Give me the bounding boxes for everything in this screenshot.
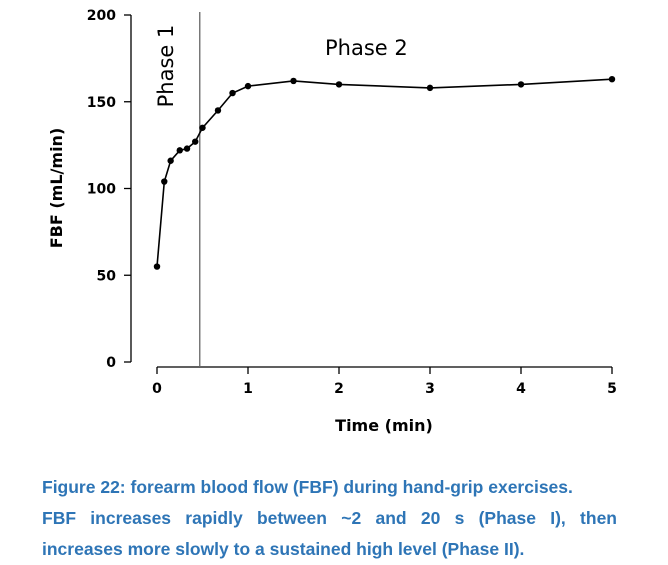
y-axis-label: FBF (mL/min) — [47, 128, 66, 249]
data-point — [608, 75, 616, 83]
x-tick-label: 3 — [425, 381, 435, 397]
x-axis-ticks: 0 1 2 3 4 5 — [152, 367, 617, 397]
data-point — [192, 138, 199, 145]
y-tick-label: 0 — [106, 355, 116, 371]
data-point — [244, 82, 252, 90]
data-point — [183, 145, 191, 152]
x-tick-label: 1 — [243, 381, 253, 397]
caption-line-2: FBF increases rapidly between ~2 and 20 … — [42, 508, 617, 528]
data-point — [199, 124, 206, 131]
series-points — [153, 75, 616, 270]
data-point — [290, 77, 297, 85]
y-tick-label: 50 — [97, 268, 117, 284]
data-point — [153, 263, 161, 270]
x-tick-label: 4 — [516, 381, 526, 397]
data-point — [176, 147, 183, 154]
data-point — [335, 81, 343, 88]
figure-caption: Figure 22: forearm blood flow (FBF) duri… — [42, 472, 617, 565]
chart: 0 50 100 150 200 0 1 2 3 4 5 Phase 1 Phase 2 Time… — [47, 8, 617, 435]
x-axis-label: Time (min) — [335, 416, 433, 435]
x-tick-label: 5 — [607, 381, 617, 397]
x-tick-label: 0 — [152, 381, 162, 397]
phase1-label: Phase 1 — [154, 25, 178, 108]
y-tick-label: 200 — [87, 8, 116, 24]
data-point — [517, 81, 525, 88]
phase2-label: Phase 2 — [325, 36, 408, 60]
data-point — [167, 157, 174, 164]
y-axis-ticks: 0 50 100 150 200 — [87, 8, 131, 371]
caption-line-1: Figure 22: forearm blood flow (FBF) duri… — [42, 477, 573, 497]
data-point — [161, 178, 168, 185]
y-tick-label: 150 — [87, 95, 116, 111]
data-point — [214, 107, 222, 114]
x-tick-label: 2 — [334, 381, 344, 397]
data-point — [426, 84, 434, 92]
series-line — [156, 78, 613, 267]
data-point — [229, 89, 236, 97]
y-tick-label: 100 — [87, 182, 116, 198]
